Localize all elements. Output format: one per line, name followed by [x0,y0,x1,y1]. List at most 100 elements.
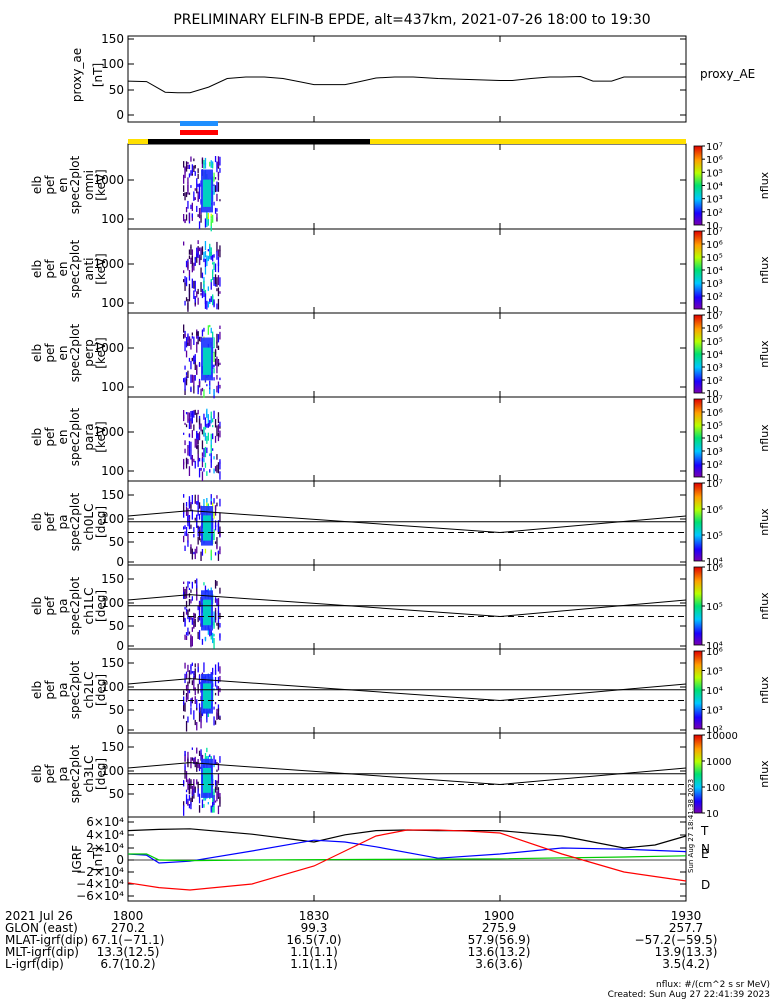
spectro-pixel [212,425,214,428]
spectro-pixel [219,676,221,682]
spectro-pixel [183,193,185,196]
spectro-pixel [204,446,207,458]
spectro-pixel [191,332,193,336]
spectro-pixel [204,420,207,427]
spectro-pixel [194,580,196,584]
y-axis-label: en [56,178,70,193]
spectro-pixel [191,249,193,260]
orbit-c0-mlt: 13.3(12.5) [97,945,160,959]
spectro-pixel [196,187,198,194]
spectro-pixel [213,533,215,540]
spectro-pixel [187,185,189,195]
spectro-pixel [203,468,205,472]
spectro-pixel [219,532,221,537]
spectro-pixel [191,697,193,701]
spectro-pixel [206,219,208,227]
colorbar-label: nflux [758,424,771,452]
spectro-pixel [212,632,214,644]
y-axis-label: elb [30,513,44,531]
spectro-pixel [197,336,199,345]
spectro-pixel [193,336,195,345]
colorbar-perp [693,314,703,394]
spectro-pixel [207,286,209,291]
spectro-pixel [217,156,220,167]
spectro-pixel [198,424,201,428]
spectro-pixel [185,608,188,612]
spectro-pixel [210,549,212,557]
spectro-pixel [209,256,211,260]
spectro-pixel [194,165,196,169]
y-tick-label: 100 [101,512,124,526]
spectro-pixel [190,599,192,604]
spectro-pixel [200,388,202,396]
spectro-pixel [219,249,221,258]
spectro-pixel [214,780,217,786]
spectro-pixel [214,358,217,366]
spectro-pixel [190,797,192,806]
spectro-pixel [183,715,185,719]
colorbar-tick-label: 10⁴ [706,182,723,193]
igrf-line-N [127,839,687,864]
spectro-pixel [219,245,221,252]
spectro-pixel [188,212,191,222]
spectro-pixel [217,763,220,771]
colorbar-tick-label: 10 [706,389,719,400]
spectro-pixel [183,502,185,512]
orbit-c0-mlat: 67.1(−71.1) [92,933,165,947]
spectro-pixel [194,763,196,768]
spectro-pixel [197,527,199,537]
spectro-pixel [219,168,221,173]
y-axis-label: spec2plot [68,155,82,214]
colorbar-tick-label: 10 [706,473,719,484]
spectro-pixel [185,527,188,537]
y-tick-label: 150 [101,32,124,46]
spectro-pixel [190,386,192,392]
spectro-pixel [187,801,189,806]
spectro-pixel [203,284,205,288]
spectro-pixel [185,587,188,599]
spectro-pixel [184,763,186,770]
spectro-pixel [212,214,214,223]
orbit-c2-glon: 275.9 [482,921,516,935]
spectro-pixel [214,599,217,603]
colorbar-tick-label: 1000 [706,757,731,768]
y-axis-label: pef [43,764,57,784]
spectro-pixel [219,498,221,507]
spectro-pixel [188,357,191,362]
spectro-pixel [184,282,186,291]
spectro-pixel [194,171,196,176]
figure-title: PRELIMINARY ELFIN-B EPDE, alt=437km, 202… [173,12,650,28]
spectro-pixel [213,277,215,286]
spectro-pixel [188,192,191,195]
y-axis-label: perp [82,339,96,367]
spectro-pixel [183,214,185,222]
spectro-pixel [198,186,201,197]
spectro-pixel [212,254,214,262]
spectro-pixel [188,778,191,789]
spectro-pixel [207,432,209,438]
spectro-pixel [206,384,208,387]
spectro-pixel [183,279,185,283]
spectro-pixel [191,617,193,625]
spectro-pixel [219,666,221,674]
spectro-pixel [212,262,214,265]
spectro-pixel [193,290,195,299]
spectro-pixel [216,385,218,393]
spectro-pixel [213,795,215,800]
spectro-pixel [198,611,201,621]
spectro-pixel [198,764,201,769]
spectro-pixel [212,667,214,676]
spectro-pixel [207,213,209,219]
spectro-pixel [183,801,185,807]
spectro-pixel [188,290,191,302]
spectro-pixel [188,631,191,635]
spectro-pixel [214,520,217,527]
spectro-pixel [210,631,212,640]
spectro-pixel [187,177,189,184]
spectro-pixel [185,502,188,507]
spectro-pixel [188,412,191,421]
spectro-pixel [214,350,217,358]
y-axis-label: pef [43,343,57,363]
spectro-pixel [194,188,196,191]
y-tick-label: 100 [101,57,124,71]
